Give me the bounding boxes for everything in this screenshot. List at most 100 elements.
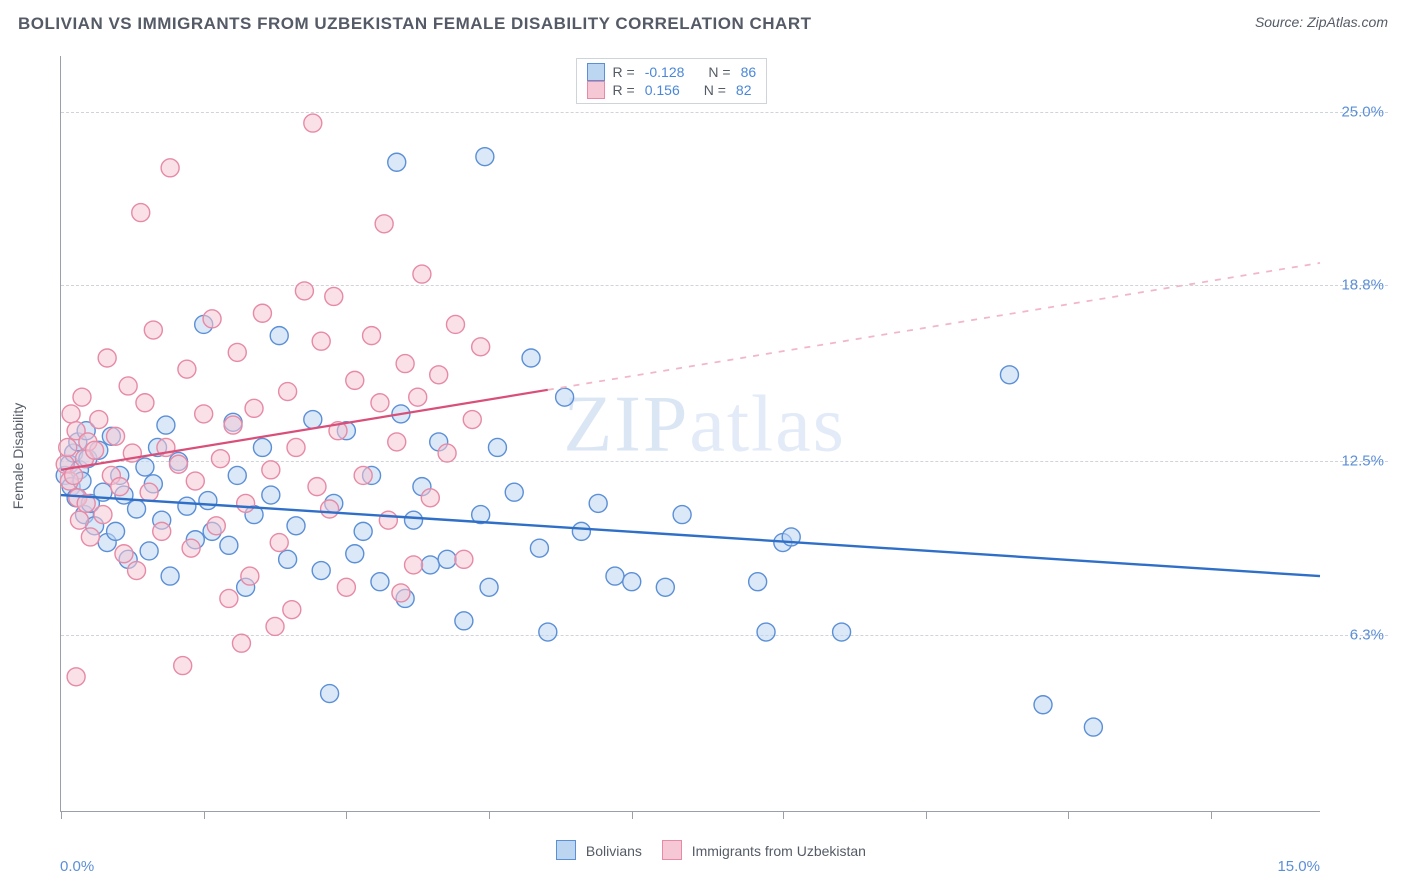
x-tick	[1211, 811, 1212, 819]
data-point	[279, 550, 297, 568]
x-max-label: 15.0%	[1277, 858, 1320, 875]
data-point	[287, 438, 305, 456]
data-point	[119, 377, 137, 395]
data-point	[140, 483, 158, 501]
x-tick	[783, 811, 784, 819]
data-point	[476, 148, 494, 166]
data-point	[430, 366, 448, 384]
data-point	[245, 399, 263, 417]
data-point	[749, 573, 767, 591]
data-point	[115, 545, 133, 563]
data-point	[354, 522, 372, 540]
data-point	[379, 511, 397, 529]
data-point	[421, 556, 439, 574]
y-tick-label: 25.0%	[1341, 103, 1384, 120]
data-point	[211, 450, 229, 468]
data-point	[107, 427, 125, 445]
x-tick	[489, 811, 490, 819]
legend-swatch-icon	[556, 840, 576, 860]
data-point	[182, 539, 200, 557]
x-tick	[346, 811, 347, 819]
r-label: R =	[613, 82, 635, 98]
chart-title: BOLIVIAN VS IMMIGRANTS FROM UZBEKISTAN F…	[18, 14, 811, 33]
data-point	[67, 668, 85, 686]
data-point	[304, 114, 322, 132]
data-point	[224, 416, 242, 434]
data-point	[220, 589, 238, 607]
data-point	[111, 478, 129, 496]
source-prefix: Source:	[1255, 14, 1307, 30]
data-point	[312, 332, 330, 350]
legend-row: R = -0.128 N = 86	[587, 63, 757, 81]
y-tick-label: 6.3%	[1350, 626, 1384, 643]
data-point	[266, 617, 284, 635]
data-point	[94, 506, 112, 524]
data-point	[833, 623, 851, 641]
data-point	[321, 685, 339, 703]
data-point	[488, 438, 506, 456]
data-point	[195, 405, 213, 423]
data-point	[623, 573, 641, 591]
data-point	[463, 411, 481, 429]
data-point	[270, 327, 288, 345]
data-point	[62, 405, 80, 423]
data-point	[283, 601, 301, 619]
x-min-label: 0.0%	[60, 858, 94, 875]
data-point	[409, 388, 427, 406]
x-tick	[926, 811, 927, 819]
data-point	[136, 394, 154, 412]
r-label: R =	[613, 64, 635, 80]
data-point	[392, 584, 410, 602]
data-point	[157, 416, 175, 434]
data-point	[132, 204, 150, 222]
data-point	[539, 623, 557, 641]
data-point	[505, 483, 523, 501]
data-point	[178, 360, 196, 378]
data-point	[757, 623, 775, 641]
data-point	[270, 534, 288, 552]
r-value: 0.156	[643, 82, 680, 98]
data-point	[241, 567, 259, 585]
data-point	[308, 478, 326, 496]
data-point	[556, 388, 574, 406]
x-tick	[204, 811, 205, 819]
n-value: 86	[739, 64, 757, 80]
data-point	[186, 472, 204, 490]
data-point	[405, 511, 423, 529]
data-point	[174, 657, 192, 675]
trend-line	[61, 495, 1320, 576]
data-point	[207, 517, 225, 535]
data-point	[90, 411, 108, 429]
data-point	[262, 461, 280, 479]
data-point	[413, 265, 431, 283]
data-point	[346, 371, 364, 389]
data-point	[446, 315, 464, 333]
y-tick-label: 12.5%	[1341, 453, 1384, 470]
data-point	[161, 567, 179, 585]
series-legend: Bolivians Immigrants from Uzbekistan	[18, 840, 1388, 860]
source-attribution: Source: ZipAtlas.com	[1255, 14, 1388, 30]
data-point	[522, 349, 540, 367]
data-point	[375, 215, 393, 233]
data-point	[220, 536, 238, 554]
data-point	[128, 500, 146, 518]
data-point	[455, 612, 473, 630]
data-point	[81, 528, 99, 546]
data-point	[530, 539, 548, 557]
data-point	[656, 578, 674, 596]
data-point	[438, 550, 456, 568]
x-tick	[1068, 811, 1069, 819]
data-point	[136, 458, 154, 476]
data-point	[140, 542, 158, 560]
data-point	[589, 494, 607, 512]
data-point	[480, 578, 498, 596]
data-point	[128, 562, 146, 580]
data-point	[455, 550, 473, 568]
data-point	[673, 506, 691, 524]
data-point	[396, 355, 414, 373]
data-point	[388, 433, 406, 451]
data-point	[144, 321, 162, 339]
data-point	[203, 310, 221, 328]
data-point	[572, 522, 590, 540]
data-point	[253, 304, 271, 322]
